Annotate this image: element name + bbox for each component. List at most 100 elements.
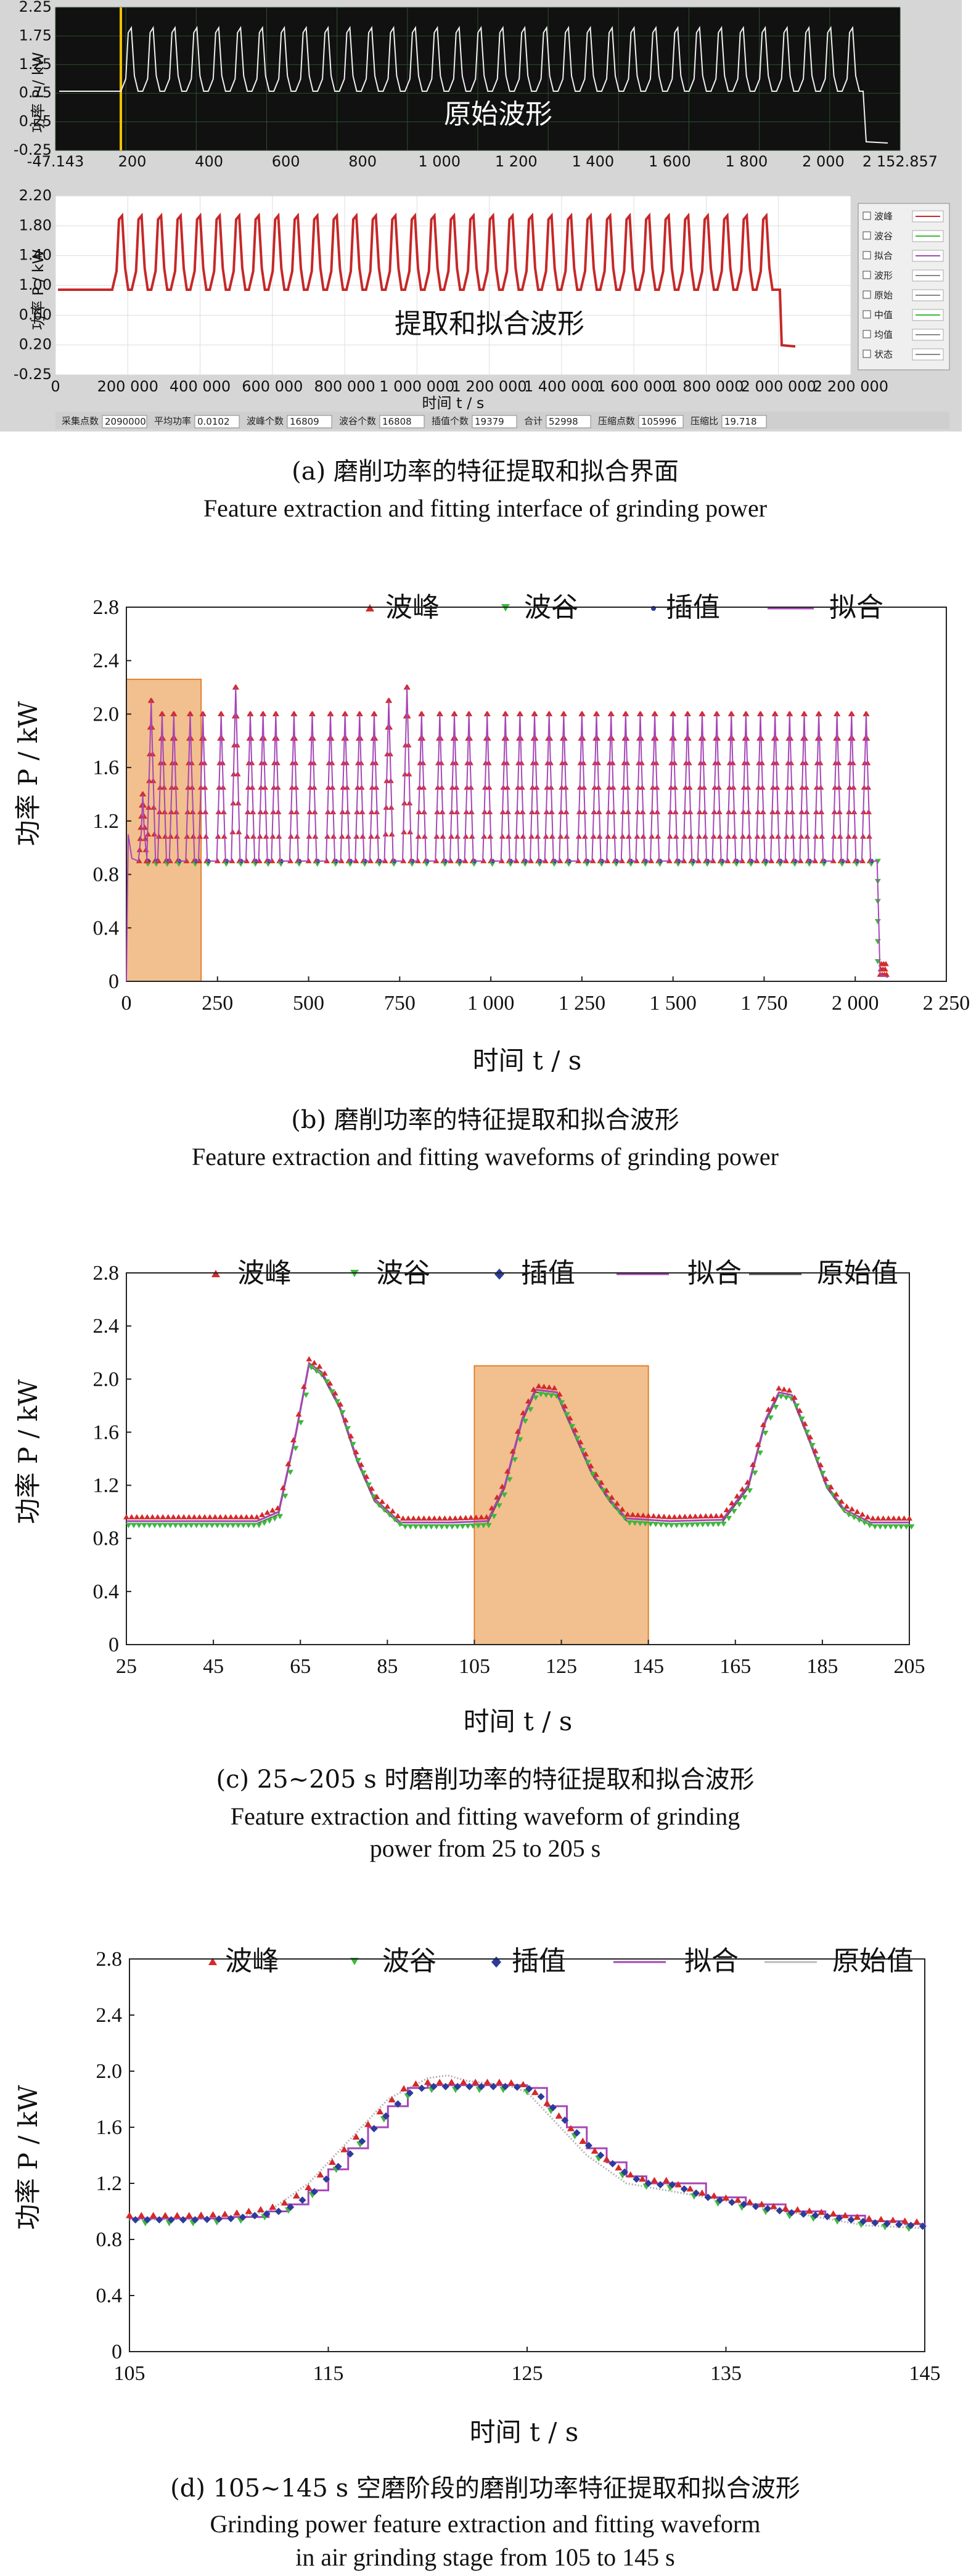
valley-marker — [762, 861, 769, 867]
peak-marker — [495, 2079, 503, 2085]
d-xtick-label: 115 — [313, 2362, 344, 2385]
peak-marker — [221, 2210, 229, 2217]
valley-marker — [527, 1407, 534, 1413]
peak-marker — [433, 857, 440, 864]
peak-marker — [374, 1494, 380, 1500]
b-ytick-label: 0.4 — [93, 917, 120, 939]
peak-marker — [623, 711, 629, 716]
valley-marker — [908, 1524, 915, 1530]
top-ytick-label: -0.25 — [14, 141, 52, 158]
status-label: 采集点数 — [62, 415, 99, 427]
valley-marker — [793, 1403, 800, 1409]
top-xtick-label: 1 000 — [418, 153, 461, 170]
b-xtick-label: 500 — [293, 992, 324, 1015]
legend-checkbox — [862, 310, 871, 319]
peak-marker — [854, 1508, 861, 1515]
xlabel-d: 时间 t / s — [470, 2417, 579, 2447]
top-ytick-label: 0.75 — [19, 84, 52, 101]
peak-marker — [292, 2192, 300, 2199]
top-xtick-label: 1 600 — [649, 153, 691, 170]
valley-marker — [308, 1365, 314, 1370]
d-ytick-label: 0.4 — [96, 2284, 123, 2307]
legend-item-label: 波谷 — [874, 231, 893, 242]
valley-marker — [424, 861, 430, 867]
interp-marker — [263, 2210, 271, 2218]
interp-marker — [131, 2216, 139, 2224]
peak-marker — [591, 2147, 599, 2154]
caption-d-zh: (d) 105~145 s 空磨阶段的磨削功率特征提取和拟合波形 — [170, 2474, 800, 2503]
peak-marker — [889, 2217, 897, 2223]
peak-marker — [739, 857, 745, 864]
xlabel-b: 时间 t / s — [473, 1045, 582, 1076]
interp-marker — [382, 2112, 390, 2120]
peak-marker — [316, 2171, 324, 2178]
valley-marker — [699, 1522, 706, 1527]
valley-marker — [705, 1522, 711, 1527]
peak-marker — [619, 1506, 626, 1512]
d-xtick-label: 135 — [710, 2362, 742, 2385]
bottom-ytick-label: 1.00 — [19, 276, 52, 293]
peak-marker — [797, 857, 804, 864]
peak-marker — [805, 2207, 813, 2214]
peak-marker — [513, 857, 520, 864]
peak-marker — [765, 1406, 772, 1412]
peak-marker — [162, 2212, 170, 2218]
peak-marker — [743, 711, 750, 716]
b-xtick-label: 1 250 — [559, 992, 606, 1015]
peak-marker — [243, 1514, 250, 1519]
peak-marker — [348, 1433, 354, 1439]
peak-marker — [666, 1514, 673, 1519]
bottom-ytick-label: 1.80 — [19, 216, 52, 234]
peak-marker — [187, 711, 194, 716]
peak-marker — [448, 2079, 456, 2085]
interp-marker — [537, 2093, 545, 2101]
valley-marker — [563, 1412, 570, 1418]
peak-marker — [615, 2164, 623, 2171]
status-fields: 采集点数 2090000 平均功率 0.0102 波峰个数 16809 波谷个数 16808 插… — [62, 415, 767, 428]
peak-marker — [410, 1515, 417, 1521]
valley-marker — [657, 861, 663, 867]
bottom-ytick-label: 1.40 — [19, 247, 52, 264]
valley-marker — [752, 1470, 758, 1476]
peak-marker — [525, 1398, 531, 1404]
valley-marker — [365, 1482, 372, 1488]
peak-marker — [191, 1514, 198, 1519]
d-ytick-label: 0 — [112, 2341, 122, 2363]
peak-marker — [652, 711, 658, 716]
d-ytick-label: 1.2 — [96, 2172, 123, 2195]
legend-item-label: 均值 — [874, 329, 893, 340]
caption-b-en: Feature extraction and fitting waveforms… — [192, 1143, 779, 1171]
interp-marker — [787, 2209, 795, 2217]
b-ytick-label: 2.0 — [93, 703, 120, 726]
peak-marker — [520, 1410, 526, 1415]
peak-marker — [327, 1380, 334, 1386]
peak-marker — [483, 2079, 491, 2085]
valley-marker — [224, 1523, 231, 1529]
status-value-box — [472, 415, 517, 428]
marks-b — [136, 684, 890, 977]
peak-marker — [901, 1515, 907, 1521]
top-xticks: -47.143 200 400 600 800 1 000 1 200 1 400 1 600 1… — [27, 153, 938, 170]
peak-marker — [300, 1383, 307, 1389]
valley-marker — [814, 1457, 821, 1463]
c-ytick-label: 1.2 — [93, 1474, 120, 1497]
peak-marker — [227, 1514, 234, 1519]
d-xtick-label: 125 — [512, 2362, 543, 2385]
interp-marker — [752, 2202, 760, 2210]
peak-marker — [155, 857, 162, 864]
peak-marker — [452, 1515, 459, 1521]
valley-marker — [456, 861, 463, 867]
valley-marker — [266, 1518, 273, 1524]
status-value: 2090000 — [105, 416, 146, 427]
peak-marker — [546, 711, 553, 716]
valley-marker — [792, 861, 798, 867]
peak-marker — [232, 1514, 239, 1519]
peak-marker — [604, 857, 611, 864]
valley-marker — [777, 1394, 784, 1400]
valley-marker — [772, 1405, 779, 1410]
peak-marker — [388, 2096, 396, 2103]
peak-marker — [838, 1499, 845, 1504]
peak-marker — [739, 1486, 746, 1492]
valley-marker — [726, 1516, 732, 1521]
valley-marker — [872, 1524, 879, 1530]
